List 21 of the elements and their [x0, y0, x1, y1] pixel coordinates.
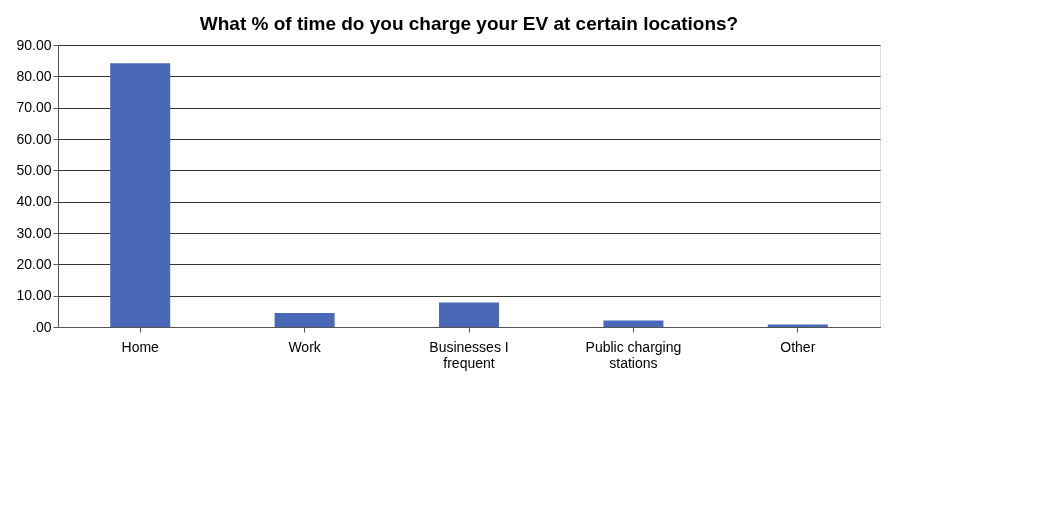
bar	[767, 324, 828, 327]
bar	[274, 312, 335, 327]
y-tick-label: .00	[32, 318, 52, 335]
x-tick-label: Work	[288, 338, 322, 355]
y-tick-label: 60.00	[16, 130, 52, 147]
bar	[439, 302, 499, 327]
y-tick-label: 40.00	[16, 193, 52, 210]
y-tick-label: 10.00	[16, 287, 52, 304]
chart-title: What % of time do you charge your EV at certain locations?	[199, 13, 739, 34]
y-tick-label: 20.00	[16, 255, 52, 272]
y-tick-label: 50.00	[16, 161, 52, 178]
y-tick-label: 30.00	[16, 224, 52, 241]
x-tick-label: Home	[121, 338, 160, 355]
x-tick-label: Businesses I frequent	[429, 338, 509, 371]
y-tick-label: 90.00	[16, 36, 52, 53]
bar	[110, 63, 171, 327]
y-tick-label: 70.00	[16, 99, 52, 116]
x-tick-label: Public charging stations	[585, 338, 682, 371]
y-tick-label: 80.00	[16, 67, 52, 84]
x-tick-label: Other	[780, 338, 816, 355]
bar	[603, 320, 664, 327]
